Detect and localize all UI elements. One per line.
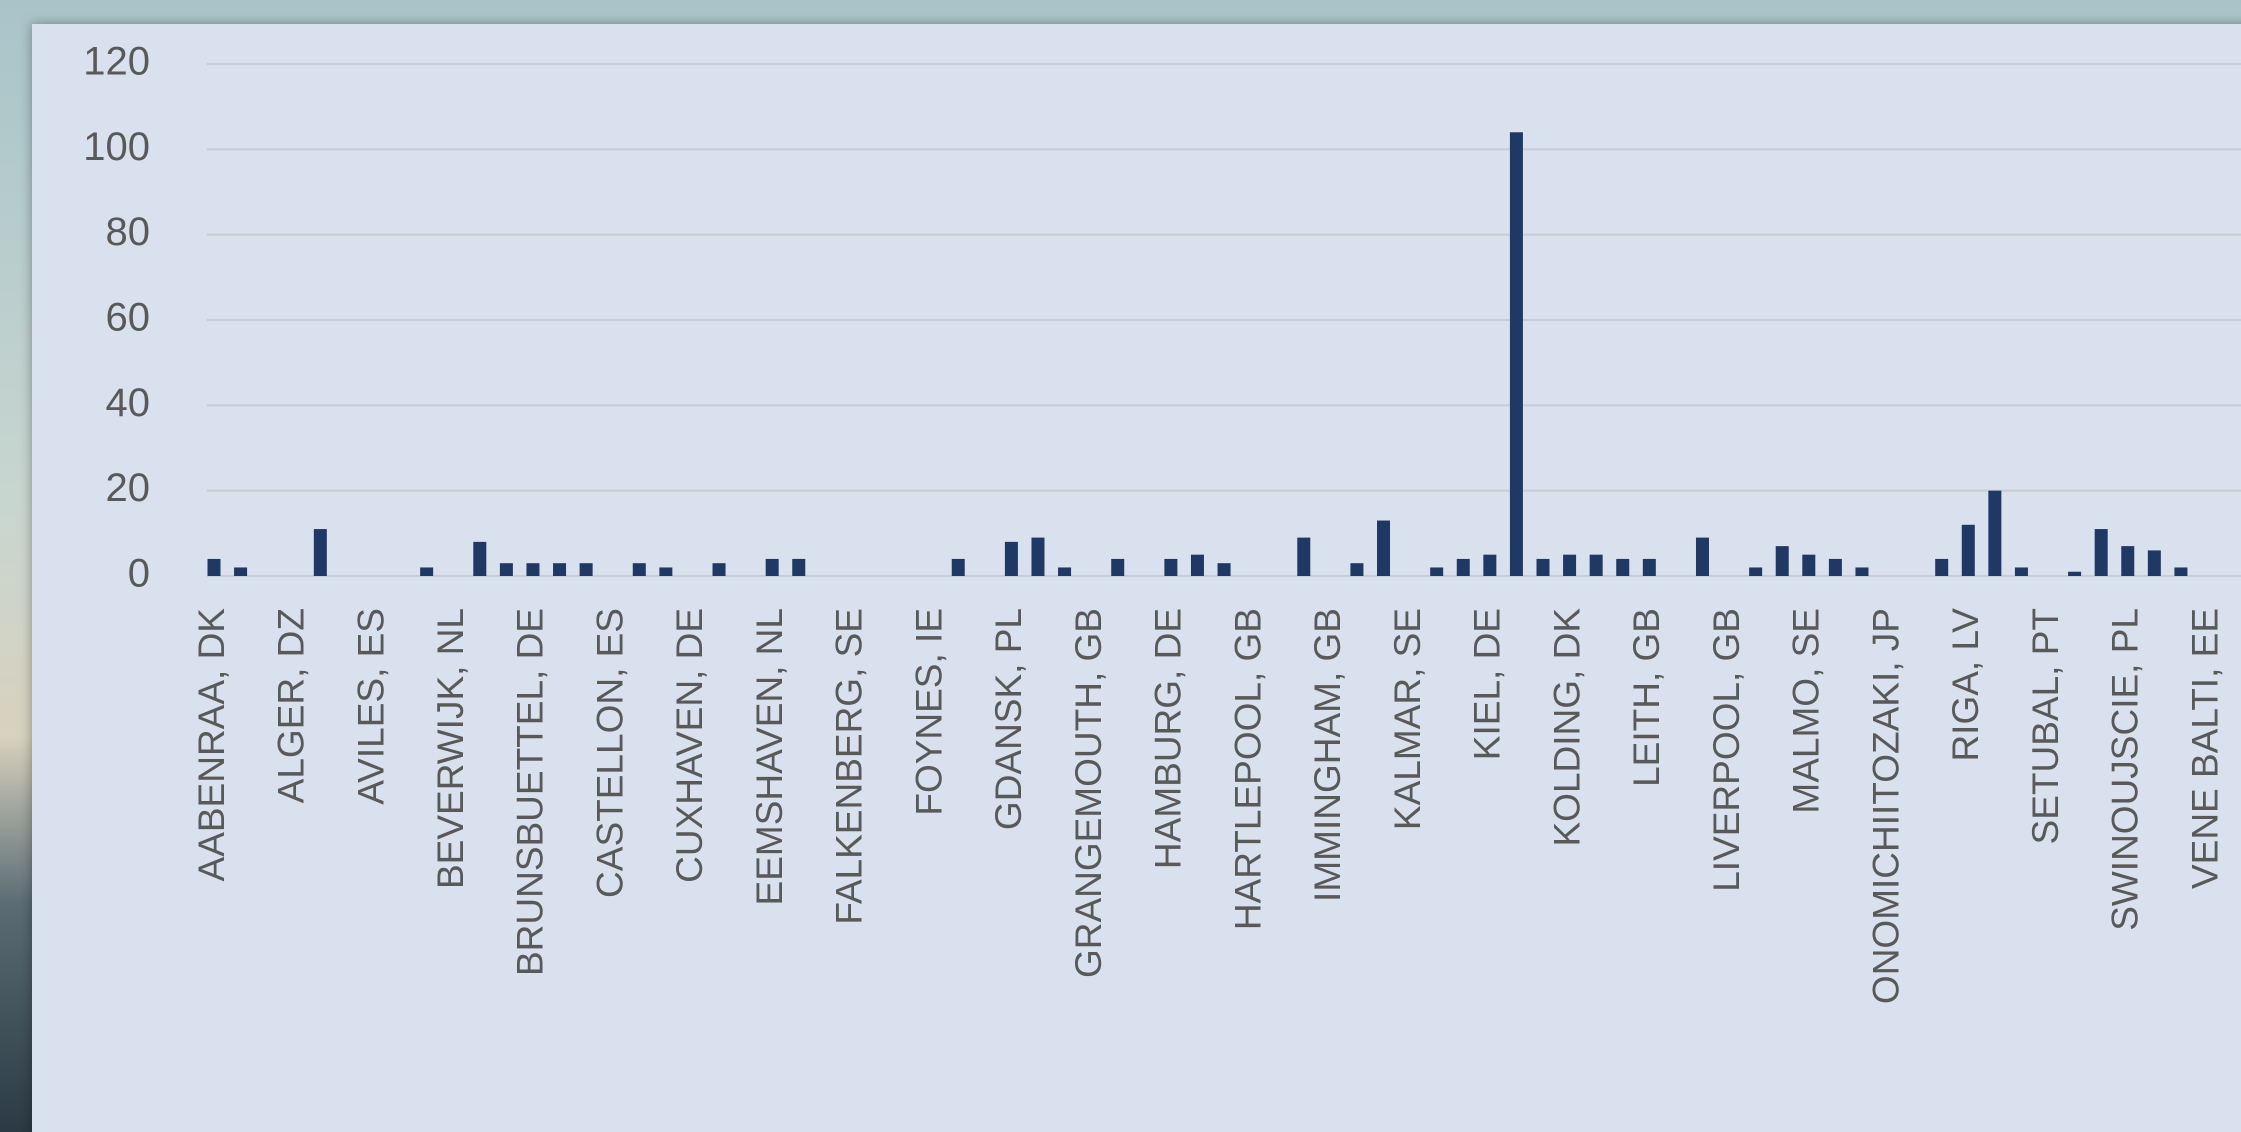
bar xyxy=(1190,554,1204,576)
x-tick-label: EEMSHAVEN, NL xyxy=(749,608,790,905)
y-tick-label: 100 xyxy=(83,125,150,169)
bar xyxy=(632,563,646,576)
bar xyxy=(526,563,540,576)
y-tick-label: 40 xyxy=(106,381,151,425)
x-tick-label: BEVERWIJK, NL xyxy=(430,608,471,889)
bar xyxy=(2121,546,2135,576)
bar xyxy=(1855,567,1869,576)
bar xyxy=(1164,558,1178,576)
x-tick-label: GDANSK, PL xyxy=(988,608,1029,830)
y-tick-label: 80 xyxy=(106,210,151,254)
x-tick-label: AVILES, ES xyxy=(350,608,391,805)
bar xyxy=(1828,558,1842,576)
bar xyxy=(1589,554,1603,576)
bar xyxy=(951,558,965,576)
bar xyxy=(1483,554,1497,576)
bar xyxy=(420,567,434,576)
y-tick-label: 120 xyxy=(83,40,150,84)
bar xyxy=(1616,558,1630,576)
y-tick-label: 0 xyxy=(128,552,150,596)
x-tick-label: CUXHAVEN, DE xyxy=(669,608,710,883)
bar xyxy=(2014,567,2028,576)
bar xyxy=(1749,567,1763,576)
bar xyxy=(1004,541,1018,576)
x-tick-label: CASTELLON, ES xyxy=(589,608,630,898)
bar xyxy=(1695,537,1709,576)
x-tick-label: SETUBAL, PT xyxy=(2025,608,2066,844)
x-tick-label: KOLDING, DK xyxy=(1546,608,1587,847)
x-tick-label: ALGER, DZ xyxy=(271,608,312,803)
bar xyxy=(1058,567,1072,576)
x-tick-label: LEITH, GB xyxy=(1626,608,1667,787)
bar xyxy=(1775,546,1789,576)
chart-panel xyxy=(32,24,2241,1132)
x-tick-label: IMMINGHAM, GB xyxy=(1307,608,1348,902)
bar xyxy=(659,567,673,576)
x-tick-label: BRUNSBUETTEL, DE xyxy=(510,608,551,976)
bar xyxy=(579,563,593,576)
bar xyxy=(1430,567,1444,576)
bar xyxy=(313,529,327,576)
bar xyxy=(2094,529,2108,576)
bar xyxy=(1536,558,1550,576)
x-tick-label: HAMBURG, DE xyxy=(1148,608,1189,869)
bar xyxy=(473,541,487,576)
x-tick-label: ONOMICHIITOZAKI, JP xyxy=(1865,608,1906,1004)
x-tick-label: KIEL, DE xyxy=(1467,608,1508,760)
bar xyxy=(1961,524,1975,576)
bar xyxy=(765,558,779,576)
bar xyxy=(2174,567,2188,576)
x-tick-label: HARTLEPOOL, GB xyxy=(1227,608,1268,930)
bar xyxy=(2068,571,2082,576)
x-tick-label: MALMO, SE xyxy=(1786,608,1827,814)
bar xyxy=(1217,563,1231,576)
y-tick-label: 60 xyxy=(106,296,151,340)
x-tick-label: LIVERPOOL, GB xyxy=(1706,608,1747,892)
bar xyxy=(1802,554,1816,576)
bar xyxy=(1031,537,1045,576)
y-tick-label: 20 xyxy=(106,466,151,510)
bar xyxy=(1509,132,1523,576)
bar xyxy=(1642,558,1656,576)
x-tick-label: VENE BALTI, EE xyxy=(2184,608,2225,889)
x-tick-label: FALKENBERG, SE xyxy=(829,608,870,925)
bar xyxy=(1988,490,2002,576)
x-tick-label: KALMAR, SE xyxy=(1387,608,1428,830)
bar xyxy=(553,563,567,576)
bar xyxy=(207,558,221,576)
x-tick-label: FOYNES, IE xyxy=(908,608,949,816)
bar xyxy=(1350,563,1364,576)
x-tick-label: RIGA, LV xyxy=(1945,608,1986,762)
bar xyxy=(1111,558,1125,576)
bar xyxy=(792,558,806,576)
bar xyxy=(1377,520,1391,576)
x-tick-label: AABENRAA, DK xyxy=(191,608,232,882)
bar xyxy=(2147,550,2161,576)
bar xyxy=(1563,554,1577,576)
bar xyxy=(234,567,248,576)
bar xyxy=(1935,558,1949,576)
bar xyxy=(1297,537,1311,576)
x-tick-label: GRANGEMOUTH, GB xyxy=(1068,608,1109,978)
bar xyxy=(712,563,726,576)
bar xyxy=(499,563,513,576)
bar xyxy=(1456,558,1470,576)
x-tick-label: SWINOUJSCIE, PL xyxy=(2105,608,2146,931)
